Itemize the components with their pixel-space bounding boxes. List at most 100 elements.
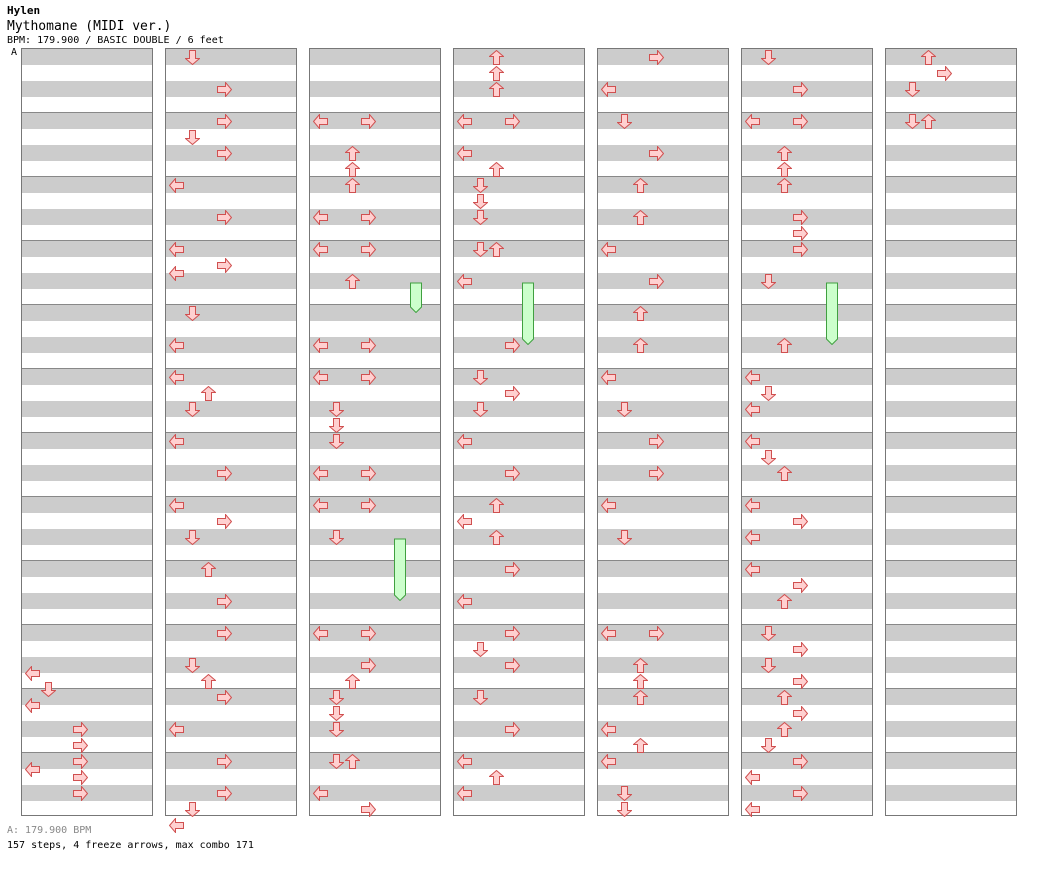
right-arrow-icon <box>793 753 809 770</box>
measure-line <box>310 368 440 369</box>
left-arrow-icon <box>456 145 472 162</box>
down-arrow-icon <box>472 690 489 706</box>
down-arrow-icon <box>616 786 633 802</box>
down-arrow-icon <box>328 722 345 738</box>
up-arrow-icon <box>488 65 505 81</box>
down-arrow-icon <box>184 402 201 418</box>
up-arrow-icon <box>776 337 793 353</box>
song-artist: Hylen <box>7 4 41 17</box>
measure-line <box>886 112 1016 113</box>
right-arrow-icon <box>361 241 377 258</box>
up-arrow-icon <box>632 657 649 673</box>
left-arrow-icon <box>312 785 328 802</box>
measure-line <box>886 688 1016 689</box>
up-arrow-icon <box>776 593 793 609</box>
measure-line <box>598 112 728 113</box>
left-arrow-icon <box>744 369 760 386</box>
right-arrow-icon <box>217 145 233 162</box>
measure-line <box>598 432 728 433</box>
down-arrow-icon <box>328 418 345 434</box>
right-arrow-icon <box>217 593 233 610</box>
right-arrow-icon <box>793 225 809 242</box>
up-arrow-icon <box>776 161 793 177</box>
up-arrow-icon <box>488 81 505 97</box>
up-arrow-icon <box>632 305 649 321</box>
measure-line <box>166 688 296 689</box>
right-arrow-icon <box>361 337 377 354</box>
right-arrow-icon <box>361 657 377 674</box>
chart-column-1 <box>21 48 153 816</box>
right-arrow-icon <box>505 561 521 578</box>
left-arrow-icon <box>168 497 184 514</box>
measure-line <box>454 368 584 369</box>
right-arrow-icon <box>361 497 377 514</box>
measure-line <box>742 112 872 113</box>
left-arrow-icon <box>168 241 184 258</box>
left-arrow-icon <box>168 817 184 834</box>
down-arrow-icon <box>616 802 633 818</box>
measure-line <box>454 752 584 753</box>
measure-line <box>22 112 152 113</box>
measure-line <box>454 688 584 689</box>
measure-line <box>454 240 584 241</box>
measure-line <box>886 368 1016 369</box>
right-arrow-icon <box>361 625 377 642</box>
right-arrow-icon <box>73 721 89 738</box>
left-arrow-icon <box>744 769 760 786</box>
up-arrow-icon <box>920 113 937 129</box>
measure-line <box>742 688 872 689</box>
up-arrow-icon <box>488 241 505 257</box>
measure-line <box>454 112 584 113</box>
right-arrow-icon <box>649 145 665 162</box>
down-arrow-icon <box>184 530 201 546</box>
measure-line <box>598 304 728 305</box>
right-arrow-icon <box>73 753 89 770</box>
measure-line <box>310 688 440 689</box>
left-arrow-icon <box>744 497 760 514</box>
right-arrow-icon <box>73 785 89 802</box>
right-arrow-icon <box>505 113 521 130</box>
left-arrow-icon <box>24 761 40 778</box>
right-arrow-icon <box>73 769 89 786</box>
measure-line <box>742 432 872 433</box>
right-arrow-icon <box>217 81 233 98</box>
measure-line <box>742 624 872 625</box>
left-arrow-icon <box>600 81 616 98</box>
measure-line <box>886 240 1016 241</box>
chart-column-4 <box>453 48 585 816</box>
freeze-arrow <box>522 281 534 346</box>
right-arrow-icon <box>649 49 665 66</box>
right-arrow-icon <box>73 737 89 754</box>
measure-line <box>454 432 584 433</box>
right-arrow-icon <box>217 113 233 130</box>
measure-line <box>22 560 152 561</box>
left-arrow-icon <box>744 561 760 578</box>
up-arrow-icon <box>200 561 217 577</box>
measure-line <box>22 688 152 689</box>
left-arrow-icon <box>456 785 472 802</box>
freeze-arrow <box>410 281 422 314</box>
down-arrow-icon <box>184 306 201 322</box>
up-arrow-icon <box>632 177 649 193</box>
right-arrow-icon <box>361 113 377 130</box>
chart-column-5 <box>597 48 729 818</box>
measure-line <box>742 560 872 561</box>
up-arrow-icon <box>776 721 793 737</box>
left-arrow-icon <box>312 113 328 130</box>
right-arrow-icon <box>361 801 377 818</box>
measure-line <box>598 688 728 689</box>
measure-line <box>166 432 296 433</box>
left-arrow-icon <box>312 497 328 514</box>
right-arrow-icon <box>793 209 809 226</box>
measure-line <box>166 368 296 369</box>
right-arrow-icon <box>505 465 521 482</box>
right-arrow-icon <box>361 369 377 386</box>
right-arrow-icon <box>793 705 809 722</box>
down-arrow-icon <box>472 642 489 658</box>
chart-meta: BPM: 179.900 / BASIC DOUBLE / 6 feet <box>7 35 224 46</box>
measure-line <box>310 304 440 305</box>
down-arrow-icon <box>328 754 345 770</box>
down-arrow-icon <box>472 402 489 418</box>
measure-line <box>886 176 1016 177</box>
bpm-marker: A <box>11 47 18 58</box>
